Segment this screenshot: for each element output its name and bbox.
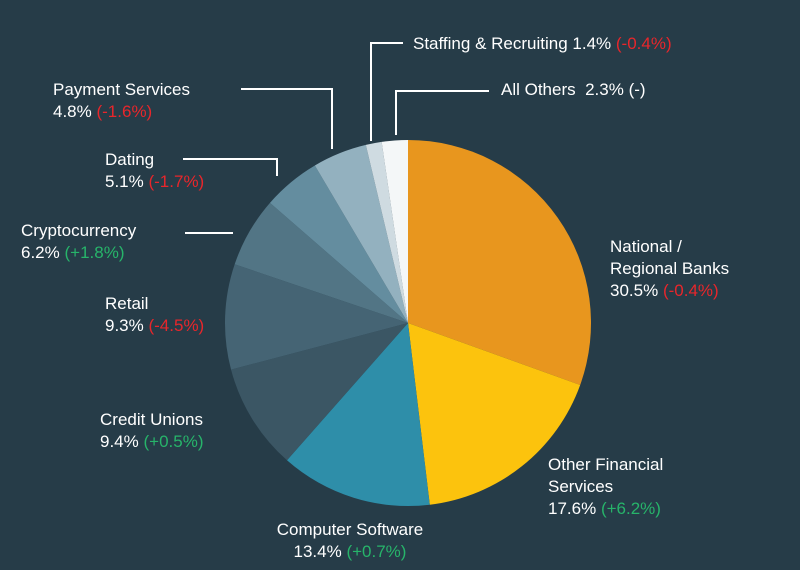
slice-label-payment-services: Payment Services 4.8% (-1.6%) bbox=[53, 79, 190, 123]
slice-name: Dating bbox=[105, 150, 154, 169]
slice-name: Credit Unions bbox=[100, 410, 203, 429]
slice-name: Computer Software bbox=[277, 520, 423, 539]
leader-line-staffing-recruiting bbox=[370, 42, 403, 141]
slice-label-computer-software: Computer Software 13.4% (+0.7%) bbox=[277, 519, 423, 563]
slice-name: Cryptocurrency bbox=[21, 221, 136, 240]
slice-name-line: Retail bbox=[105, 294, 149, 313]
slice-name-line: All Others bbox=[501, 80, 576, 99]
leader-line-payment-services bbox=[241, 88, 333, 149]
leader-lines bbox=[183, 42, 489, 234]
slice-label-credit-unions: Credit Unions 9.4% (+0.5%) bbox=[100, 409, 203, 453]
slice-change: (+1.8%) bbox=[64, 243, 125, 262]
slice-change: (+6.2%) bbox=[600, 499, 661, 518]
slice-change: (-1.7%) bbox=[148, 172, 205, 191]
pie-slice-cryptocurrency bbox=[234, 202, 408, 323]
slice-value: 30.5% bbox=[610, 281, 659, 300]
pie-slice-national-regional-banks bbox=[408, 140, 591, 385]
slice-change: (+0.5%) bbox=[143, 432, 204, 451]
slice-label-national-regional-banks: National / Regional Banks 30.5% (-0.4%) bbox=[610, 236, 729, 302]
slice-value: 5.1% bbox=[105, 172, 144, 191]
slice-name-line: Other Financial bbox=[548, 455, 664, 474]
slice-label-cryptocurrency: Cryptocurrency 6.2% (+1.8%) bbox=[21, 220, 136, 264]
slice-name: National / Regional Banks bbox=[610, 237, 729, 278]
pie-slice-payment-services bbox=[314, 144, 408, 323]
slice-value: 9.4% bbox=[100, 432, 139, 451]
slice-label-staffing-recruiting: Staffing & Recruiting 1.4% (-0.4%) bbox=[413, 33, 672, 55]
slice-name-line: Payment Services bbox=[53, 80, 190, 99]
slice-name-line: National / bbox=[610, 237, 682, 256]
slice-change: (+0.7%) bbox=[346, 542, 407, 561]
pie-slice-credit-unions bbox=[231, 323, 408, 461]
slice-label-other-financial-services: Other Financial Services 17.6% (+6.2%) bbox=[548, 454, 663, 520]
leader-line-dating bbox=[183, 158, 278, 176]
slice-value: 17.6% bbox=[548, 499, 597, 518]
pie-slices bbox=[225, 140, 591, 507]
slice-name: Payment Services bbox=[53, 80, 190, 99]
slice-name-line: Services bbox=[548, 477, 614, 496]
pie-slice-dating bbox=[269, 165, 408, 323]
slice-change: (-1.6%) bbox=[96, 102, 153, 121]
slice-value: 9.3% bbox=[105, 316, 144, 335]
slice-name-line: Staffing & Recruiting bbox=[413, 34, 568, 53]
leader-line-all-others bbox=[395, 90, 489, 135]
slice-label-all-others: All Others 2.3% (-) bbox=[501, 79, 646, 101]
slice-name: All Others bbox=[501, 80, 576, 99]
slice-value: 1.4% bbox=[572, 34, 612, 53]
pie-slice-other-financial-services bbox=[408, 323, 581, 505]
slice-value: 4.8% bbox=[53, 102, 92, 121]
slice-name: Other Financial Services bbox=[548, 455, 663, 496]
slice-value: 2.3% bbox=[585, 80, 624, 99]
slice-change: (-0.4%) bbox=[615, 34, 672, 53]
slice-name-line: Cryptocurrency bbox=[21, 221, 137, 240]
slice-name-line: Credit Unions bbox=[100, 410, 203, 429]
pie-slice-staffing-recruiting bbox=[365, 141, 408, 323]
slice-name: Retail bbox=[105, 294, 148, 313]
slice-name-line: Dating bbox=[105, 150, 155, 169]
slice-value: 13.4% bbox=[293, 542, 342, 561]
slice-name-line: Computer Software bbox=[276, 520, 424, 539]
slice-change: (-0.4%) bbox=[662, 281, 719, 300]
slice-label-retail: Retail 9.3% (-4.5%) bbox=[105, 293, 204, 337]
pie-slice-all-others bbox=[381, 140, 408, 323]
pie-slice-retail bbox=[225, 264, 408, 370]
slice-name: Staffing & Recruiting bbox=[413, 34, 568, 53]
pie-slice-computer-software bbox=[286, 323, 430, 507]
slice-change: (-) bbox=[628, 80, 646, 99]
slice-change: (-4.5%) bbox=[148, 316, 205, 335]
slice-value: 6.2% bbox=[21, 243, 60, 262]
slice-name-line: Regional Banks bbox=[610, 259, 730, 278]
slice-label-dating: Dating 5.1% (-1.7%) bbox=[105, 149, 204, 193]
